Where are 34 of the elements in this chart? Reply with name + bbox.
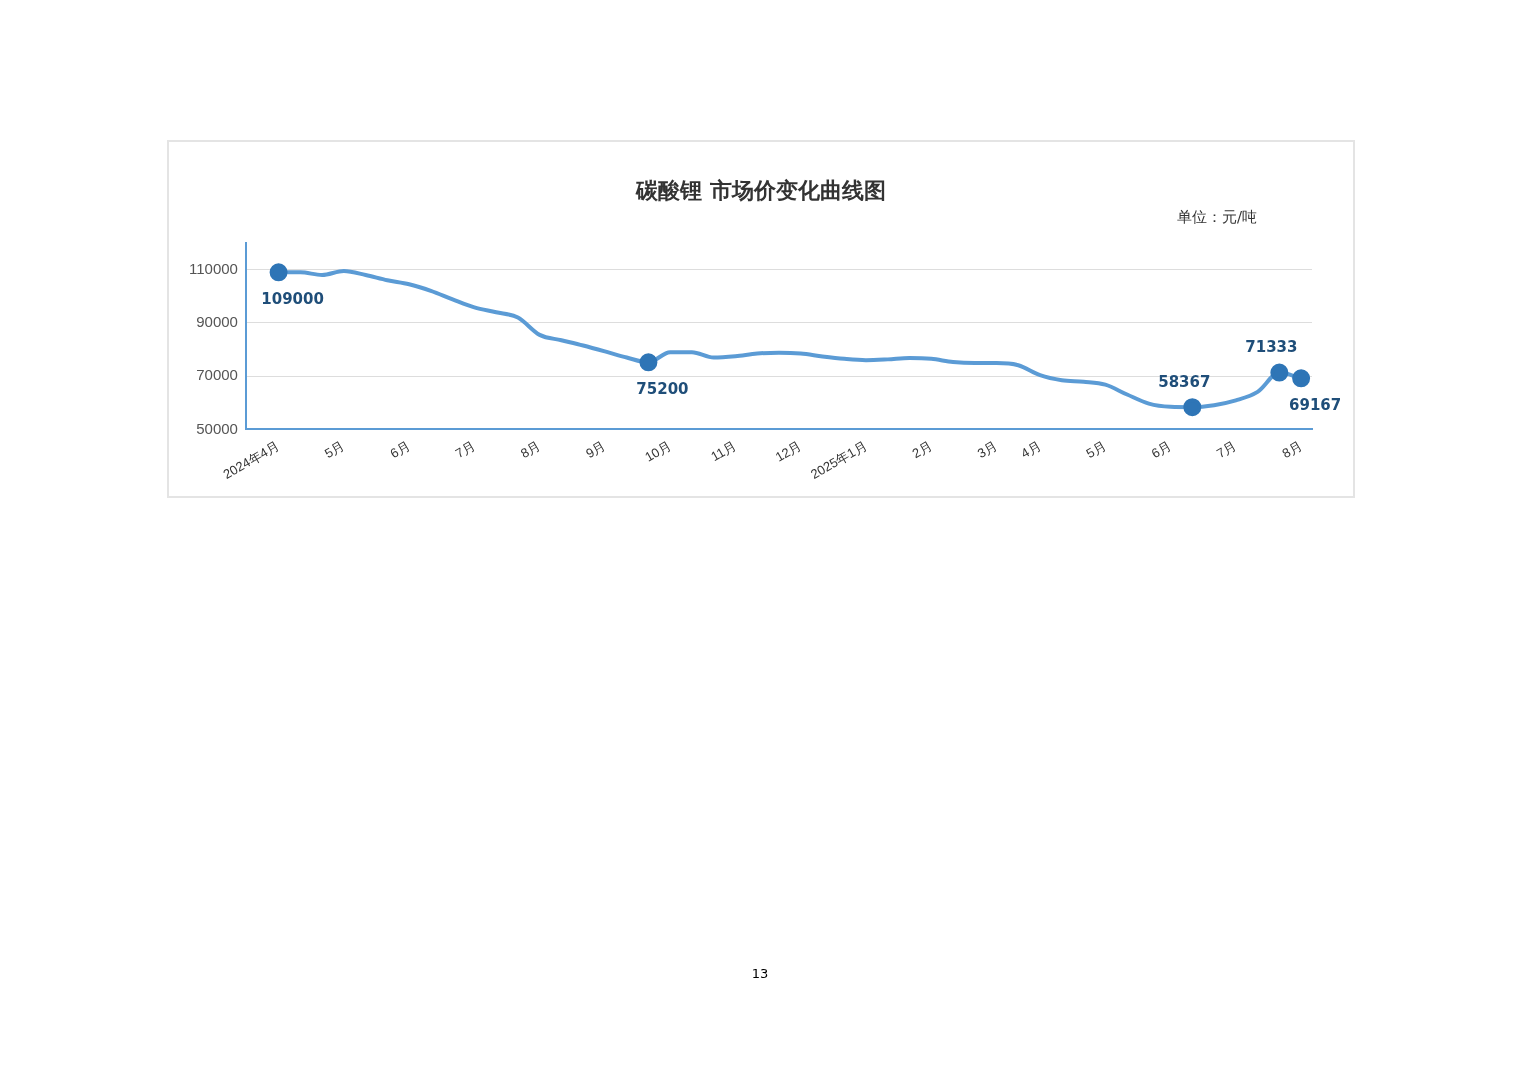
x-tick-label: 7月 [1214, 437, 1240, 461]
x-tick-label: 9月 [583, 437, 609, 461]
y-tick-label: 90000 [196, 313, 238, 331]
data-label: 75200 [636, 380, 689, 399]
x-tick-label: 3月 [974, 437, 1000, 461]
point [1292, 369, 1311, 388]
x-tick-label: 8月 [517, 437, 543, 461]
x-tick-label: 2024年4月 [220, 437, 282, 482]
data-label: 69167 [1289, 396, 1342, 415]
x-tick-label: 5月 [322, 437, 348, 461]
point [1270, 363, 1289, 382]
x-tick-label: 4月 [1018, 437, 1044, 461]
x-tick-label: 7月 [452, 437, 478, 461]
chart-subtitle: 单位：元/吨 [1176, 208, 1257, 227]
text: 13 [750, 966, 770, 981]
y-tick-label: 50000 [196, 419, 238, 437]
x-tick-label: 8月 [1279, 437, 1305, 461]
point [269, 263, 288, 282]
point [639, 353, 658, 372]
y-tick-label: 110000 [188, 259, 238, 277]
x-tick-label: 2月 [909, 437, 935, 461]
x-tick-label: 6月 [387, 437, 413, 461]
point [1183, 398, 1202, 417]
data-label: 58367 [1158, 373, 1211, 392]
x-tick-label: 11月 [708, 437, 739, 465]
data-label: 71333 [1245, 338, 1298, 357]
x-tick-label: 5月 [1083, 437, 1109, 461]
x-tick-label: 10月 [642, 437, 674, 465]
chart-title: 碳酸锂 市场价变化曲线图 [634, 177, 887, 205]
data-label: 109000 [261, 290, 324, 309]
y-tick-label: 70000 [196, 366, 238, 384]
x-tick-label: 2025年1月 [808, 437, 870, 482]
x-tick-label: 6月 [1148, 437, 1174, 461]
x-tick-label: 12月 [772, 437, 805, 465]
